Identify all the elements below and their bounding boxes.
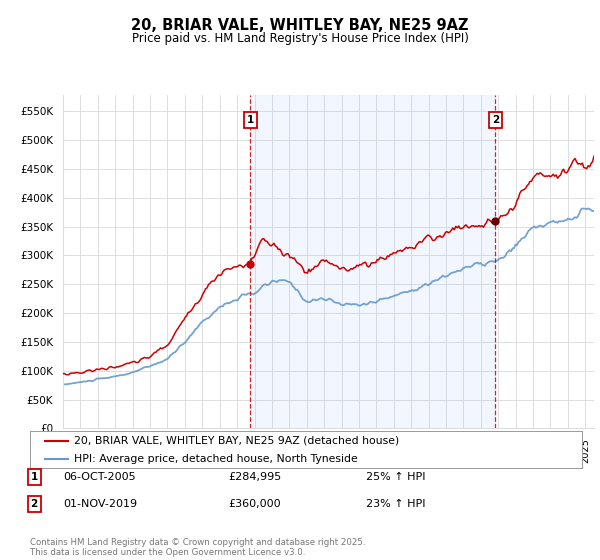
Text: Contains HM Land Registry data © Crown copyright and database right 2025.
This d: Contains HM Land Registry data © Crown c… <box>30 538 365 557</box>
Text: 2: 2 <box>491 115 499 125</box>
Text: 25% ↑ HPI: 25% ↑ HPI <box>366 472 425 482</box>
Text: 1: 1 <box>247 115 254 125</box>
Text: 20, BRIAR VALE, WHITLEY BAY, NE25 9AZ: 20, BRIAR VALE, WHITLEY BAY, NE25 9AZ <box>131 18 469 33</box>
Text: £284,995: £284,995 <box>228 472 281 482</box>
Text: 06-OCT-2005: 06-OCT-2005 <box>63 472 136 482</box>
Text: HPI: Average price, detached house, North Tyneside: HPI: Average price, detached house, Nort… <box>74 454 358 464</box>
Bar <box>250 95 495 428</box>
Text: 01-NOV-2019: 01-NOV-2019 <box>63 499 137 509</box>
Text: 20, BRIAR VALE, WHITLEY BAY, NE25 9AZ (detached house): 20, BRIAR VALE, WHITLEY BAY, NE25 9AZ (d… <box>74 436 400 446</box>
Text: 2: 2 <box>31 499 38 509</box>
Text: £360,000: £360,000 <box>228 499 281 509</box>
Text: 23% ↑ HPI: 23% ↑ HPI <box>366 499 425 509</box>
Text: 1: 1 <box>31 472 38 482</box>
Text: Price paid vs. HM Land Registry's House Price Index (HPI): Price paid vs. HM Land Registry's House … <box>131 32 469 45</box>
